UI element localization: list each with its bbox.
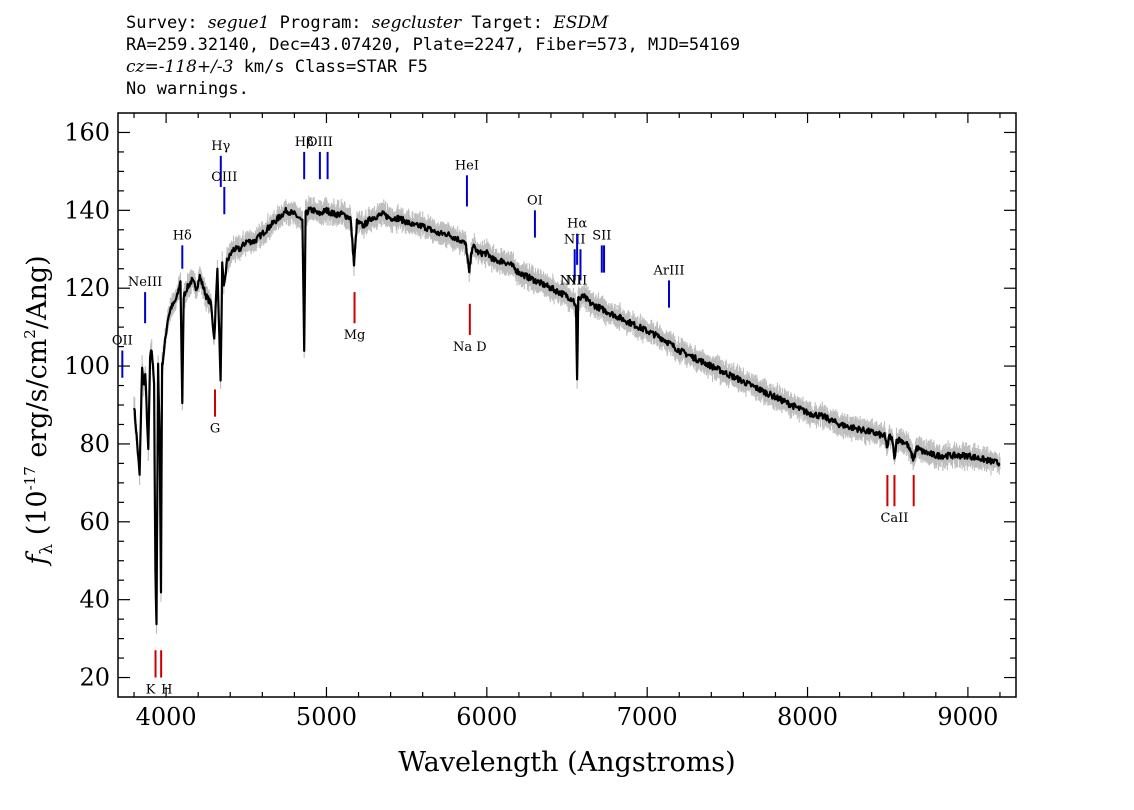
program-value: segcluster bbox=[371, 13, 462, 33]
program-label: Program: bbox=[279, 13, 362, 33]
target-label: Target: bbox=[471, 13, 544, 33]
line-label: Na D bbox=[453, 340, 487, 355]
line-label: ArIII bbox=[652, 263, 684, 278]
header-line-4: No warnings. bbox=[126, 79, 249, 99]
error-band-layer bbox=[133, 195, 1001, 634]
y-axis-label: fλ (10-17 erg/s/cm2/Ang) bbox=[21, 255, 57, 566]
y-tick-label: 20 bbox=[79, 664, 110, 692]
survey-label: Survey: bbox=[126, 13, 198, 33]
x-tick-label: 7000 bbox=[617, 703, 678, 731]
line-label: NII bbox=[560, 273, 582, 288]
line-label: OIII bbox=[211, 170, 237, 185]
tick-layer: 4000 5000 6000 7000 8000 9000 20 40 60 80 100 120 14… bbox=[64, 113, 1016, 731]
line-label: SII bbox=[592, 228, 611, 243]
line-marker-layer: OIINeIIIHδHγOIIIHβOIIIHeIOINIIHαSIIArIII… bbox=[112, 135, 915, 698]
survey-value: segue1 bbox=[207, 13, 270, 33]
line-label: Hα bbox=[567, 217, 587, 232]
y-tick-label: 100 bbox=[64, 352, 110, 380]
line-label: CaII bbox=[880, 511, 908, 526]
target-value: ESDM bbox=[553, 13, 609, 33]
line-label: HeI bbox=[455, 158, 479, 173]
x-tick-label: 8000 bbox=[777, 703, 838, 731]
line-label: OIII bbox=[307, 135, 333, 150]
y-tick-label: 80 bbox=[79, 430, 110, 458]
line-label: H bbox=[161, 683, 172, 698]
header-line-2: RA=259.32140, Dec=43.07420, Plate=2247, … bbox=[126, 35, 741, 55]
y-tick-label: 140 bbox=[64, 196, 110, 224]
line-label: NII bbox=[566, 273, 588, 288]
line-label: G bbox=[210, 422, 220, 437]
header-line-1: Survey: segue1 Program: segcluster Targe… bbox=[126, 12, 740, 34]
spectrum-header: Survey: segue1 Program: segcluster Targe… bbox=[126, 12, 740, 100]
line-label: OI bbox=[527, 193, 543, 208]
x-tick-label: 6000 bbox=[456, 703, 517, 731]
line-label: Hβ bbox=[295, 135, 314, 150]
line-label: NeIII bbox=[128, 275, 162, 290]
x-tick-label: 4000 bbox=[136, 703, 197, 731]
redshift-value: cz=-118+/-3 bbox=[126, 57, 234, 77]
plot-frame bbox=[117, 112, 1017, 698]
line-label: OII bbox=[112, 333, 133, 348]
flux-series-line bbox=[132, 206, 1001, 626]
flux-layer bbox=[132, 206, 1001, 626]
header-line-3: cz=-118+/-3 km/s Class=STAR F5 bbox=[126, 56, 740, 78]
line-label: K bbox=[146, 683, 156, 698]
line-label: Hγ bbox=[211, 139, 230, 154]
x-tick-label: 5000 bbox=[296, 703, 357, 731]
class-value: km/s Class=STAR F5 bbox=[233, 57, 428, 77]
x-tick-label: 9000 bbox=[937, 703, 998, 731]
line-label: Mg bbox=[344, 328, 366, 343]
y-tick-label: 60 bbox=[79, 508, 110, 536]
y-tick-label: 120 bbox=[64, 274, 110, 302]
error-band bbox=[133, 195, 1001, 634]
y-tick-label: 40 bbox=[79, 586, 110, 614]
x-axis-label: Wavelength (Angstroms) bbox=[398, 747, 735, 778]
line-label: Hδ bbox=[173, 228, 192, 243]
line-label: NII bbox=[564, 232, 586, 247]
y-tick-label: 160 bbox=[64, 118, 110, 146]
